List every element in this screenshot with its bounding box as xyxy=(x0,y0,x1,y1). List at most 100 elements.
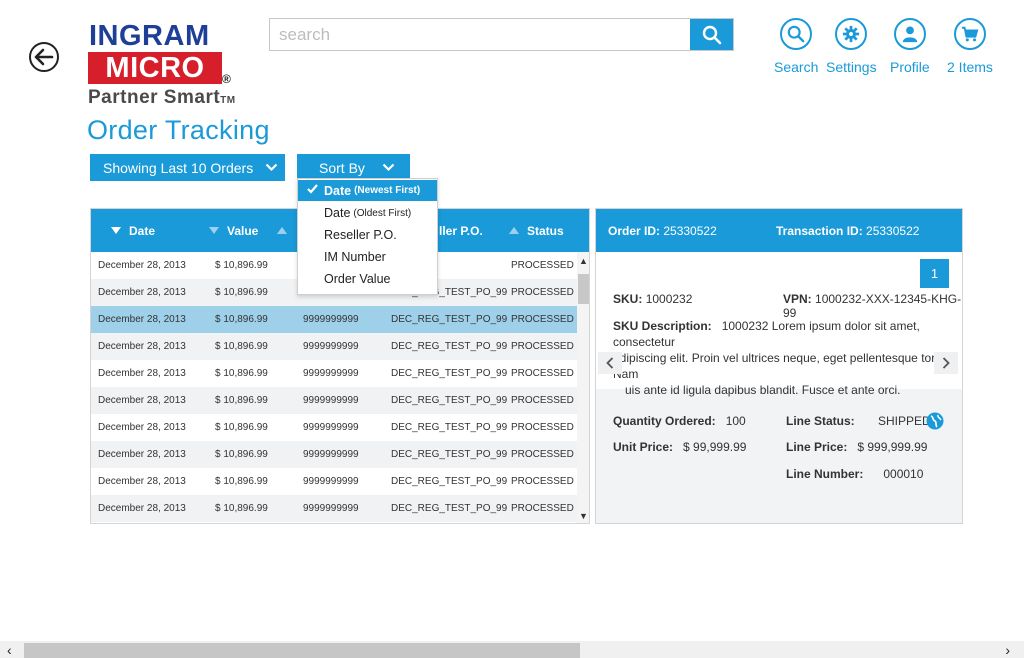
cell-im-number: 9999999999 xyxy=(303,341,359,352)
registered-mark: ® xyxy=(222,72,231,86)
sort-option-order-value[interactable]: Order Value xyxy=(324,272,391,286)
cell-date: December 28, 2013 xyxy=(98,422,186,433)
horizontal-scroll-thumb[interactable] xyxy=(24,643,580,658)
cell-date: December 28, 2013 xyxy=(98,395,186,406)
sort-option-reseller-po[interactable]: Reseller P.O. xyxy=(324,228,397,242)
cell-im-number: 9999999999 xyxy=(303,449,359,460)
cell-date: December 28, 2013 xyxy=(98,341,186,352)
cell-status: PROCESSED xyxy=(511,503,574,514)
cell-value: $ 10,896.99 xyxy=(215,287,268,298)
cell-date: December 28, 2013 xyxy=(98,287,186,298)
scroll-left-icon[interactable]: ‹ xyxy=(7,642,12,658)
chevron-down-icon xyxy=(382,163,395,172)
cell-im-number: 9999999999 xyxy=(303,314,359,325)
arrow-left-icon xyxy=(34,48,54,66)
table-row[interactable]: December 28, 2013 $ 10,896.99 9999999999 DE… xyxy=(91,468,577,495)
scroll-up-icon[interactable]: ▲ xyxy=(579,256,588,266)
unit-price: Unit Price: $ 99,999.99 xyxy=(613,440,747,454)
cell-reseller-po: DEC_REG_TEST_PO_99 xyxy=(391,314,508,325)
cell-value: $ 10,896.99 xyxy=(215,341,268,352)
col-header-reseller-po[interactable]: ller P.O. xyxy=(439,223,483,238)
toolbar-search[interactable]: Search xyxy=(774,18,818,75)
page-horizontal-scrollbar[interactable]: ‹ › xyxy=(0,641,1024,658)
quantity-ordered: Quantity Ordered: 100 xyxy=(613,414,746,428)
chevron-right-icon xyxy=(942,357,950,369)
vpn-field: VPN: 1000232-XXX-12345-KHG-99 xyxy=(783,292,962,320)
table-scroll-thumb[interactable] xyxy=(578,274,589,304)
cell-reseller-po: DEC_REG_TEST_PO_99 xyxy=(391,368,508,379)
table-row[interactable]: December 28, 2013 $ 10,896.99 9999999999 DE… xyxy=(91,306,577,333)
sort-option-date-newest[interactable]: Date (Newest First) xyxy=(298,180,437,201)
toolbar-search-label: Search xyxy=(774,59,819,75)
scroll-right-icon[interactable]: › xyxy=(1005,642,1010,658)
cell-im-number: 9999999999 xyxy=(303,503,359,514)
cell-value: $ 10,896.99 xyxy=(215,395,268,406)
cell-date: December 28, 2013 xyxy=(98,260,186,271)
cell-status: PROCESSED xyxy=(511,395,574,406)
cell-date: December 28, 2013 xyxy=(98,368,186,379)
toolbar-profile[interactable]: Profile xyxy=(890,18,930,75)
sort-option-date-oldest[interactable]: Date (Oldest First) xyxy=(324,206,412,220)
table-row[interactable]: December 28, 2013 $ 10,896.99 PROCESSED xyxy=(91,252,577,279)
search-bar xyxy=(269,18,734,51)
sort-asc-icon xyxy=(509,227,519,234)
gear-icon xyxy=(843,25,860,43)
table-row[interactable]: December 28, 2013 $ 10,896.99 9999999999 DE… xyxy=(91,360,577,387)
sort-by-label: Sort By xyxy=(319,159,365,176)
col-header-value[interactable]: Value xyxy=(209,209,258,252)
cell-reseller-po: DEC_REG_TEST_PO_99 xyxy=(391,395,508,406)
search-button[interactable] xyxy=(690,19,733,50)
table-row[interactable]: December 28, 2013 $ 10,896.99 9999999999 DE… xyxy=(91,495,577,522)
ingram-micro-logo: INGRAM MICRO ® Partner SmartTM xyxy=(88,20,236,109)
table-row[interactable]: December 28, 2013 $ 10,896.99 9999999999 DE… xyxy=(91,333,577,360)
scroll-down-icon[interactable]: ▼ xyxy=(579,511,588,521)
toolbar-settings[interactable]: Settings xyxy=(826,18,877,75)
line-status: Line Status: SHIPPED xyxy=(786,414,931,428)
user-icon xyxy=(902,26,918,43)
cell-date: December 28, 2013 xyxy=(98,476,186,487)
sort-option-im-number[interactable]: IM Number xyxy=(324,250,386,264)
table-scrollbar[interactable]: ▲ ▼ xyxy=(577,252,589,523)
prev-item-button[interactable] xyxy=(598,352,622,374)
toolbar-settings-label: Settings xyxy=(826,59,877,75)
cell-date: December 28, 2013 xyxy=(98,449,186,460)
chevron-down-icon xyxy=(265,163,278,172)
sort-menu: Date (Newest First) Date (Oldest First) Re… xyxy=(297,178,438,295)
sort-by-dropdown[interactable]: Sort By xyxy=(297,154,410,181)
showing-orders-dropdown[interactable]: Showing Last 10 Orders xyxy=(90,154,285,181)
toolbar-profile-label: Profile xyxy=(890,59,930,75)
cell-status: PROCESSED xyxy=(511,314,574,325)
cell-value: $ 10,896.99 xyxy=(215,422,268,433)
cell-reseller-po: DEC_REG_TEST_PO_99 xyxy=(391,422,508,433)
table-row[interactable]: December 28, 2013 $ 10,896.99 9999999999 DE… xyxy=(91,387,577,414)
tracking-globe-icon[interactable] xyxy=(926,412,944,435)
cell-date: December 28, 2013 xyxy=(98,503,186,514)
table-row[interactable]: December 28, 2013 $ 10,896.99 9999999999 DE… xyxy=(91,414,577,441)
page-title: Order Tracking xyxy=(87,115,270,145)
cell-value: $ 10,896.99 xyxy=(215,368,268,379)
page-number-button[interactable]: 1 xyxy=(920,259,949,288)
col-header-status[interactable]: Status xyxy=(509,209,564,252)
cell-value: $ 10,896.99 xyxy=(215,449,268,460)
sku-field: SKU: 1000232 xyxy=(613,292,693,306)
cell-im-number: 9999999999 xyxy=(303,395,359,406)
col-header-im-number[interactable] xyxy=(277,209,295,252)
cell-status: PROCESSED xyxy=(511,422,574,433)
cell-im-number: 9999999999 xyxy=(303,422,359,433)
search-input[interactable] xyxy=(270,19,690,50)
sort-desc-icon xyxy=(111,227,121,234)
cart-icon xyxy=(961,26,979,42)
cell-date: December 28, 2013 xyxy=(98,314,186,325)
cell-im-number: 9999999999 xyxy=(303,476,359,487)
table-row[interactable]: December 28, 2013 $ 10,896.99 9999999999 DE… xyxy=(91,441,577,468)
chevron-left-icon xyxy=(606,357,614,369)
back-button[interactable] xyxy=(29,42,59,72)
next-item-button[interactable] xyxy=(934,352,958,374)
toolbar-cart[interactable]: 2 Items xyxy=(947,18,993,75)
cell-value: $ 10,896.99 xyxy=(215,503,268,514)
cell-value: $ 10,896.99 xyxy=(215,314,268,325)
detail-header: Order ID: 25330522 Transaction ID: 25330… xyxy=(596,209,962,252)
cell-reseller-po: DEC_REG_TEST_PO_99 xyxy=(391,476,508,487)
cell-im-number: 9999999999 xyxy=(303,368,359,379)
col-header-date[interactable]: Date xyxy=(111,209,155,252)
